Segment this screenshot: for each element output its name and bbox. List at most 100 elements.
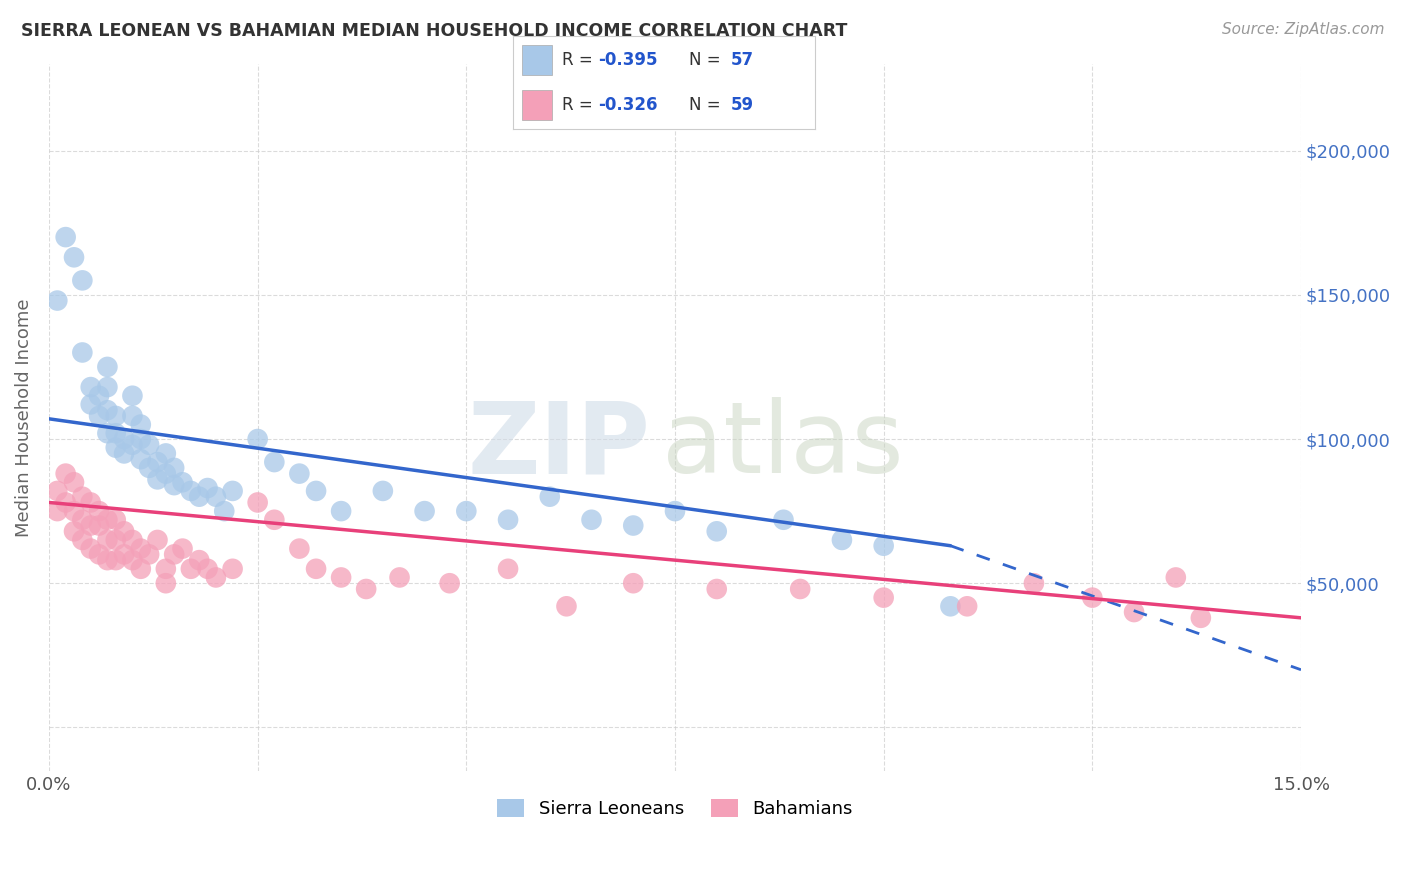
Point (330, 570, 353, 584)
Point (146, 472, 169, 486)
Point (121, 389, 143, 403)
Point (80, 495, 103, 509)
Point (87, 518, 110, 533)
Point (163, 547, 186, 561)
Point (163, 478, 186, 492)
Point (205, 490, 228, 504)
Y-axis label: Median Household Income: Median Household Income (15, 298, 32, 537)
Text: 57: 57 (731, 51, 754, 69)
Point (112, 524, 135, 539)
Point (288, 541, 311, 556)
Point (63, 504, 86, 518)
Point (188, 553, 211, 567)
Point (305, 562, 328, 576)
Text: N =: N = (689, 51, 725, 69)
Point (155, 562, 177, 576)
Point (263, 513, 285, 527)
Point (197, 481, 219, 495)
Point (129, 432, 152, 446)
Point (263, 455, 285, 469)
Point (121, 533, 143, 547)
Point (1123, 605, 1146, 619)
Point (155, 576, 177, 591)
Point (96, 403, 118, 417)
Text: R =: R = (561, 51, 598, 69)
Point (188, 490, 211, 504)
Point (72, 513, 94, 527)
Point (439, 576, 461, 591)
Point (55, 230, 77, 244)
Point (831, 533, 853, 547)
Point (706, 524, 728, 539)
Point (180, 562, 202, 576)
Point (221, 562, 243, 576)
Point (87, 547, 110, 561)
Point (129, 417, 152, 432)
Point (197, 562, 219, 576)
Point (621, 518, 644, 533)
Point (413, 504, 436, 518)
Point (87, 409, 110, 423)
Text: 59: 59 (731, 96, 754, 114)
Text: -0.326: -0.326 (598, 96, 658, 114)
Point (205, 570, 228, 584)
Text: atlas: atlas (662, 397, 904, 494)
Point (80, 518, 103, 533)
Point (172, 541, 194, 556)
Point (621, 576, 644, 591)
Point (388, 570, 411, 584)
Point (172, 475, 194, 490)
Point (246, 432, 269, 446)
Point (129, 452, 152, 467)
Text: Source: ZipAtlas.com: Source: ZipAtlas.com (1222, 22, 1385, 37)
Point (1189, 611, 1212, 625)
Point (80, 541, 103, 556)
Point (155, 467, 177, 481)
Point (72, 345, 94, 359)
Point (96, 553, 118, 567)
Text: ZIP: ZIP (467, 397, 650, 494)
Point (538, 490, 561, 504)
Point (104, 513, 127, 527)
Point (581, 513, 603, 527)
Point (496, 513, 519, 527)
Point (354, 582, 377, 596)
Point (155, 446, 177, 460)
Point (555, 599, 578, 614)
Point (305, 483, 328, 498)
Point (121, 409, 143, 423)
Point (104, 426, 127, 441)
Point (772, 513, 794, 527)
Point (63, 250, 86, 264)
Bar (522, 90, 553, 120)
Point (163, 460, 186, 475)
Point (221, 483, 243, 498)
Point (72, 533, 94, 547)
Point (789, 582, 811, 596)
Text: -0.395: -0.395 (598, 51, 658, 69)
Point (104, 553, 127, 567)
Point (330, 504, 353, 518)
Point (96, 533, 118, 547)
Point (939, 599, 962, 614)
Legend: Sierra Leoneans, Bahamians: Sierra Leoneans, Bahamians (489, 791, 860, 825)
Point (138, 547, 160, 561)
Point (87, 389, 110, 403)
Point (121, 553, 143, 567)
Point (96, 426, 118, 441)
Point (96, 513, 118, 527)
Point (138, 438, 160, 452)
Point (46, 504, 69, 518)
Point (1022, 576, 1045, 591)
Point (104, 533, 127, 547)
Point (72, 273, 94, 287)
Point (1081, 591, 1104, 605)
Point (872, 591, 894, 605)
Point (72, 490, 94, 504)
Text: SIERRA LEONEAN VS BAHAMIAN MEDIAN HOUSEHOLD INCOME CORRELATION CHART: SIERRA LEONEAN VS BAHAMIAN MEDIAN HOUSEH… (21, 22, 848, 40)
Point (112, 547, 135, 561)
Point (872, 539, 894, 553)
Point (456, 504, 478, 518)
Point (664, 504, 686, 518)
Point (96, 380, 118, 394)
